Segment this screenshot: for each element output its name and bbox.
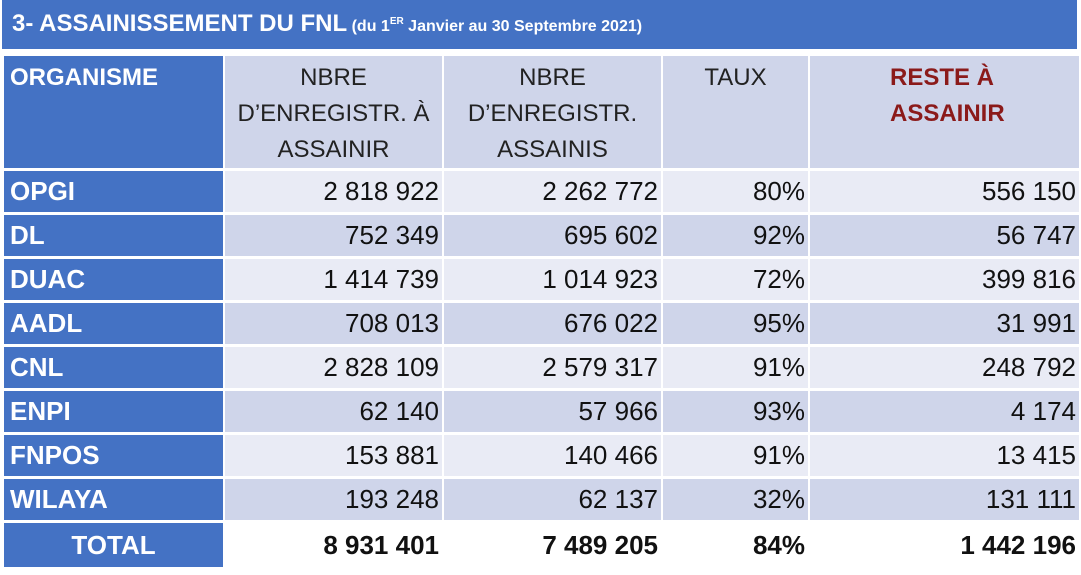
organisme-cell: DL bbox=[4, 215, 223, 256]
period-text-start: (du 1 bbox=[347, 18, 390, 35]
header-line: D’ENREGISTR. À bbox=[237, 100, 430, 127]
assainis-cell: 676 022 bbox=[444, 303, 661, 344]
taux-cell: 91% bbox=[663, 435, 808, 476]
assainis-cell: 57 966 bbox=[444, 391, 661, 432]
assainissement-table: ORGANISME NBRE D’ENREGISTR. À ASSAINIR N… bbox=[2, 53, 1081, 570]
organisme-cell: FNPOS bbox=[4, 435, 223, 476]
assainis-cell: 140 466 bbox=[444, 435, 661, 476]
a-assainir-cell: 708 013 bbox=[225, 303, 442, 344]
total-taux: 84% bbox=[663, 523, 808, 567]
table-title: 3- ASSAINISSEMENT DU FNL bbox=[12, 10, 348, 37]
taux-cell: 91% bbox=[663, 347, 808, 388]
reste-cell: 131 111 bbox=[810, 479, 1079, 520]
a-assainir-cell: 1 414 739 bbox=[225, 259, 442, 300]
period-superscript: ER bbox=[389, 16, 404, 27]
total-assainis: 7 489 205 bbox=[444, 523, 661, 567]
table-row: OPGI 2 818 922 2 262 772 80% 556 150 bbox=[4, 171, 1079, 212]
reste-cell: 31 991 bbox=[810, 303, 1079, 344]
organisme-cell: CNL bbox=[4, 347, 223, 388]
assainis-cell: 1 014 923 bbox=[444, 259, 661, 300]
header-line: NBRE bbox=[519, 64, 586, 91]
organisme-cell: OPGI bbox=[4, 171, 223, 212]
a-assainir-cell: 752 349 bbox=[225, 215, 442, 256]
header-line: ASSAINIR bbox=[890, 100, 1005, 127]
total-a-assainir: 8 931 401 bbox=[225, 523, 442, 567]
table-row: FNPOS 153 881 140 466 91% 13 415 bbox=[4, 435, 1079, 476]
organisme-cell: AADL bbox=[4, 303, 223, 344]
table-row: DL 752 349 695 602 92% 56 747 bbox=[4, 215, 1079, 256]
organisme-cell: DUAC bbox=[4, 259, 223, 300]
a-assainir-cell: 193 248 bbox=[225, 479, 442, 520]
taux-cell: 72% bbox=[663, 259, 808, 300]
header-organisme: ORGANISME bbox=[4, 56, 223, 168]
total-reste: 1 442 196 bbox=[810, 523, 1079, 567]
taux-cell: 32% bbox=[663, 479, 808, 520]
header-line: NBRE bbox=[300, 64, 367, 91]
organisme-cell: WILAYA bbox=[4, 479, 223, 520]
table-row: DUAC 1 414 739 1 014 923 72% 399 816 bbox=[4, 259, 1079, 300]
header-nbre-assainis: NBRE D’ENREGISTR. ASSAINIS bbox=[444, 56, 661, 168]
header-reste-a-assainir: RESTE À ASSAINIR bbox=[810, 56, 1079, 168]
period-subtitle: (du 1ER Janvier au 30 Septembre 2021) bbox=[347, 16, 643, 35]
assainis-cell: 695 602 bbox=[444, 215, 661, 256]
reste-cell: 56 747 bbox=[810, 215, 1079, 256]
total-label: TOTAL bbox=[4, 523, 223, 567]
assainis-cell: 2 262 772 bbox=[444, 171, 661, 212]
header-line: ASSAINIR bbox=[277, 136, 390, 163]
assainis-cell: 2 579 317 bbox=[444, 347, 661, 388]
assainis-cell: 62 137 bbox=[444, 479, 661, 520]
header-line: ASSAINIS bbox=[497, 136, 608, 163]
period-text-end: Janvier au 30 Septembre 2021) bbox=[403, 18, 643, 35]
taux-cell: 80% bbox=[663, 171, 808, 212]
reste-cell: 4 174 bbox=[810, 391, 1079, 432]
header-row: ORGANISME NBRE D’ENREGISTR. À ASSAINIR N… bbox=[4, 56, 1079, 168]
taux-cell: 95% bbox=[663, 303, 808, 344]
reste-cell: 556 150 bbox=[810, 171, 1079, 212]
a-assainir-cell: 62 140 bbox=[225, 391, 442, 432]
reste-cell: 248 792 bbox=[810, 347, 1079, 388]
total-row: TOTAL 8 931 401 7 489 205 84% 1 442 196 bbox=[4, 523, 1079, 567]
a-assainir-cell: 2 818 922 bbox=[225, 171, 442, 212]
header-taux: TAUX bbox=[663, 56, 808, 168]
taux-cell: 92% bbox=[663, 215, 808, 256]
a-assainir-cell: 2 828 109 bbox=[225, 347, 442, 388]
header-line: D’ENREGISTR. bbox=[467, 100, 638, 127]
table-row: AADL 708 013 676 022 95% 31 991 bbox=[4, 303, 1079, 344]
reste-cell: 13 415 bbox=[810, 435, 1079, 476]
organisme-cell: ENPI bbox=[4, 391, 223, 432]
table-row: ENPI 62 140 57 966 93% 4 174 bbox=[4, 391, 1079, 432]
table-row: WILAYA 193 248 62 137 32% 131 111 bbox=[4, 479, 1079, 520]
a-assainir-cell: 153 881 bbox=[225, 435, 442, 476]
table-row: CNL 2 828 109 2 579 317 91% 248 792 bbox=[4, 347, 1079, 388]
reste-cell: 399 816 bbox=[810, 259, 1079, 300]
taux-cell: 93% bbox=[663, 391, 808, 432]
title-bar: 3- ASSAINISSEMENT DU FNL (du 1ER Janvier… bbox=[2, 0, 1077, 49]
header-nbre-a-assainir: NBRE D’ENREGISTR. À ASSAINIR bbox=[225, 56, 442, 168]
header-line: RESTE À bbox=[890, 64, 995, 91]
